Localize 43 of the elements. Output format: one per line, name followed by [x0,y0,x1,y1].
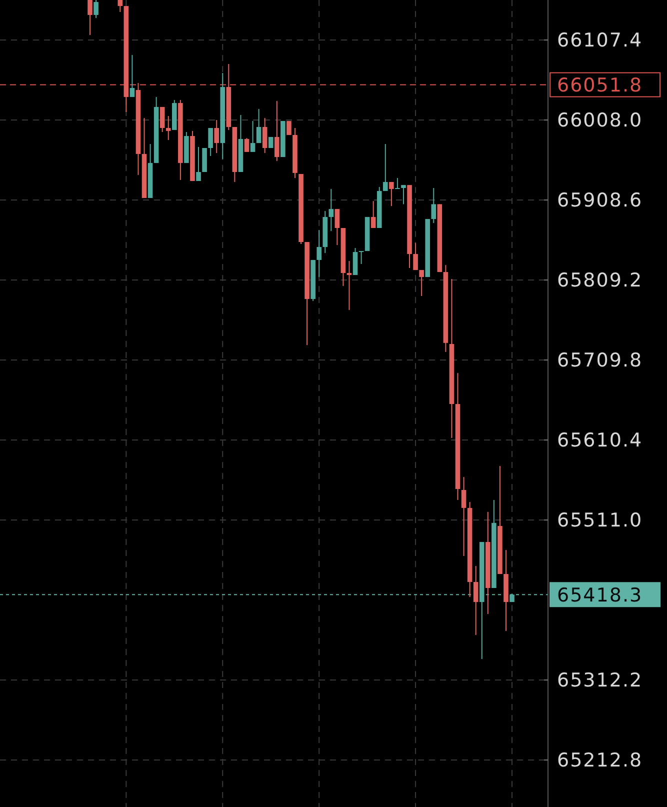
ref-line-label: 66051.8 [557,74,643,96]
candlestick [94,0,98,19]
candlestick [352,247,358,276]
candlestick [383,143,388,192]
candlestick [395,178,400,190]
candlestick [262,117,268,154]
y-tick-label: 65511.0 [557,510,643,532]
y-tick-label: 65212.8 [557,750,643,772]
ref-line-label: 65418.3 [557,584,643,606]
y-tick-label: 65709.8 [557,350,643,372]
candlestick [370,200,376,229]
candlestick [358,250,364,264]
candlestick [202,148,207,172]
candlestick [413,242,418,271]
candlestick [196,146,201,182]
candlestick [214,120,219,154]
candlestick [419,270,424,297]
candlestick [208,127,213,156]
candlestick [160,106,165,132]
candlestick [286,120,292,136]
candlestick [244,138,250,152]
y-tick-label: 66008.0 [557,110,643,132]
candlestick [473,565,478,636]
candlestick [88,0,92,36]
y-tick-label: 65908.6 [557,190,643,212]
candlestick [130,54,135,98]
candlestick [346,260,352,310]
y-tick-label: 65610.4 [557,430,643,452]
candlestick [274,100,280,162]
candlestick [166,115,171,141]
y-tick-label: 65312.2 [557,670,643,692]
y-tick-label: 65809.2 [557,270,643,292]
candlestick [250,120,256,152]
candlestick [328,188,334,232]
candlestick [256,108,262,144]
candlestick [389,181,394,207]
candlestick [431,188,436,224]
candlestick [401,184,406,205]
y-tick-label: 66107.4 [557,30,643,52]
candlestick [118,0,123,12]
candlestick [461,476,466,556]
candlestick [316,230,322,278]
candlestick [334,208,340,246]
